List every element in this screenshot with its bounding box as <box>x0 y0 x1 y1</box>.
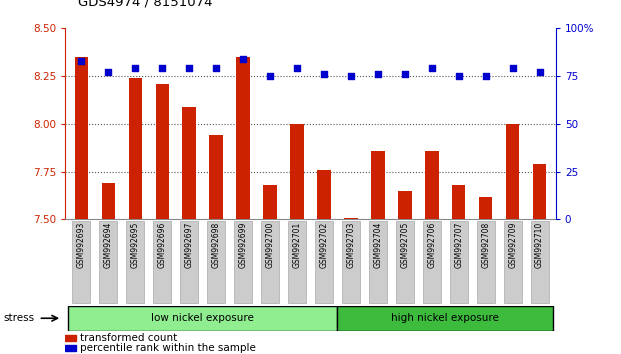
Text: high nickel exposure: high nickel exposure <box>391 313 499 323</box>
Point <box>427 65 437 71</box>
Bar <box>533 164 546 219</box>
Bar <box>317 170 331 219</box>
Point <box>211 65 221 71</box>
Text: low nickel exposure: low nickel exposure <box>152 313 254 323</box>
Bar <box>129 78 142 219</box>
Text: GSM992703: GSM992703 <box>347 222 355 268</box>
Bar <box>479 196 492 219</box>
FancyBboxPatch shape <box>99 221 117 303</box>
Point <box>157 65 167 71</box>
FancyBboxPatch shape <box>126 221 144 303</box>
Text: percentile rank within the sample: percentile rank within the sample <box>80 343 256 353</box>
FancyBboxPatch shape <box>180 221 198 303</box>
Text: GSM992706: GSM992706 <box>427 222 437 268</box>
Text: GSM992698: GSM992698 <box>212 222 220 268</box>
Point <box>184 65 194 71</box>
Bar <box>65 345 76 352</box>
FancyBboxPatch shape <box>342 221 360 303</box>
Point <box>535 69 545 75</box>
Bar <box>183 107 196 219</box>
FancyBboxPatch shape <box>288 221 306 303</box>
Point <box>238 56 248 62</box>
Bar <box>65 335 76 341</box>
Point <box>76 58 86 64</box>
FancyBboxPatch shape <box>423 221 441 303</box>
FancyBboxPatch shape <box>450 221 468 303</box>
Text: GSM992705: GSM992705 <box>401 222 409 268</box>
Text: GSM992697: GSM992697 <box>184 222 194 268</box>
Bar <box>337 306 553 331</box>
Text: transformed count: transformed count <box>80 333 177 343</box>
Bar <box>68 306 337 331</box>
Text: GSM992693: GSM992693 <box>77 222 86 268</box>
FancyBboxPatch shape <box>530 221 549 303</box>
Bar <box>425 151 438 219</box>
Point <box>508 65 518 71</box>
FancyBboxPatch shape <box>396 221 414 303</box>
Text: GSM992694: GSM992694 <box>104 222 113 268</box>
FancyBboxPatch shape <box>153 221 171 303</box>
FancyBboxPatch shape <box>234 221 252 303</box>
Bar <box>102 183 115 219</box>
Bar <box>398 191 412 219</box>
Text: GSM992700: GSM992700 <box>266 222 274 268</box>
Text: GSM992708: GSM992708 <box>481 222 490 268</box>
FancyBboxPatch shape <box>477 221 495 303</box>
Bar <box>237 57 250 219</box>
Point <box>265 73 275 79</box>
Point <box>319 72 329 77</box>
FancyBboxPatch shape <box>504 221 522 303</box>
Bar <box>506 124 519 219</box>
Bar <box>75 57 88 219</box>
Bar <box>209 135 223 219</box>
Point <box>373 72 383 77</box>
Point <box>454 73 464 79</box>
Bar <box>371 151 384 219</box>
Text: stress: stress <box>3 313 34 323</box>
FancyBboxPatch shape <box>207 221 225 303</box>
Point <box>346 73 356 79</box>
Text: GDS4974 / 8151074: GDS4974 / 8151074 <box>78 0 212 9</box>
Bar <box>155 84 169 219</box>
Text: GSM992709: GSM992709 <box>508 222 517 268</box>
FancyBboxPatch shape <box>369 221 387 303</box>
Point <box>130 65 140 71</box>
FancyBboxPatch shape <box>315 221 333 303</box>
Text: GSM992695: GSM992695 <box>131 222 140 268</box>
Text: GSM992696: GSM992696 <box>158 222 167 268</box>
FancyBboxPatch shape <box>72 221 91 303</box>
Text: GSM992701: GSM992701 <box>292 222 302 268</box>
Point <box>292 65 302 71</box>
Point <box>103 69 113 75</box>
Point <box>400 72 410 77</box>
Text: GSM992710: GSM992710 <box>535 222 544 268</box>
Bar <box>263 185 277 219</box>
Point <box>481 73 491 79</box>
Text: GSM992704: GSM992704 <box>373 222 383 268</box>
Text: GSM992702: GSM992702 <box>319 222 329 268</box>
Text: GSM992699: GSM992699 <box>238 222 248 268</box>
Bar <box>344 218 358 219</box>
Bar <box>290 124 304 219</box>
FancyBboxPatch shape <box>261 221 279 303</box>
Bar <box>452 185 466 219</box>
Text: GSM992707: GSM992707 <box>454 222 463 268</box>
